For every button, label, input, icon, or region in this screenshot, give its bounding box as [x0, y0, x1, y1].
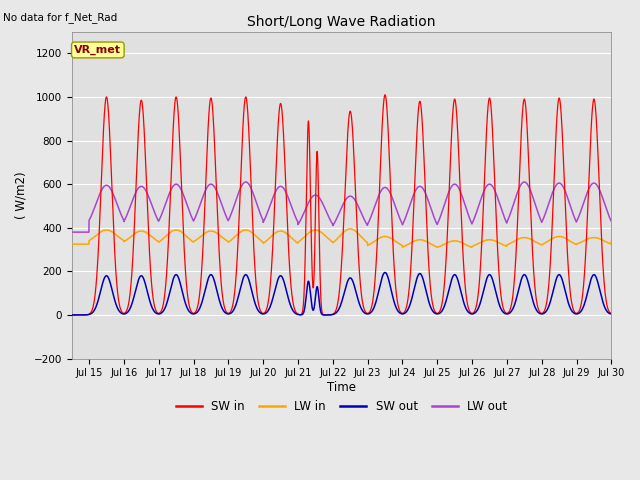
Y-axis label: ( W/m2): ( W/m2): [15, 171, 28, 219]
Legend: SW in, LW in, SW out, LW out: SW in, LW in, SW out, LW out: [171, 396, 512, 418]
Text: No data for f_Net_Rad: No data for f_Net_Rad: [3, 12, 118, 23]
Text: VR_met: VR_met: [74, 45, 122, 55]
X-axis label: Time: Time: [327, 381, 356, 394]
Title: Short/Long Wave Radiation: Short/Long Wave Radiation: [247, 15, 436, 29]
